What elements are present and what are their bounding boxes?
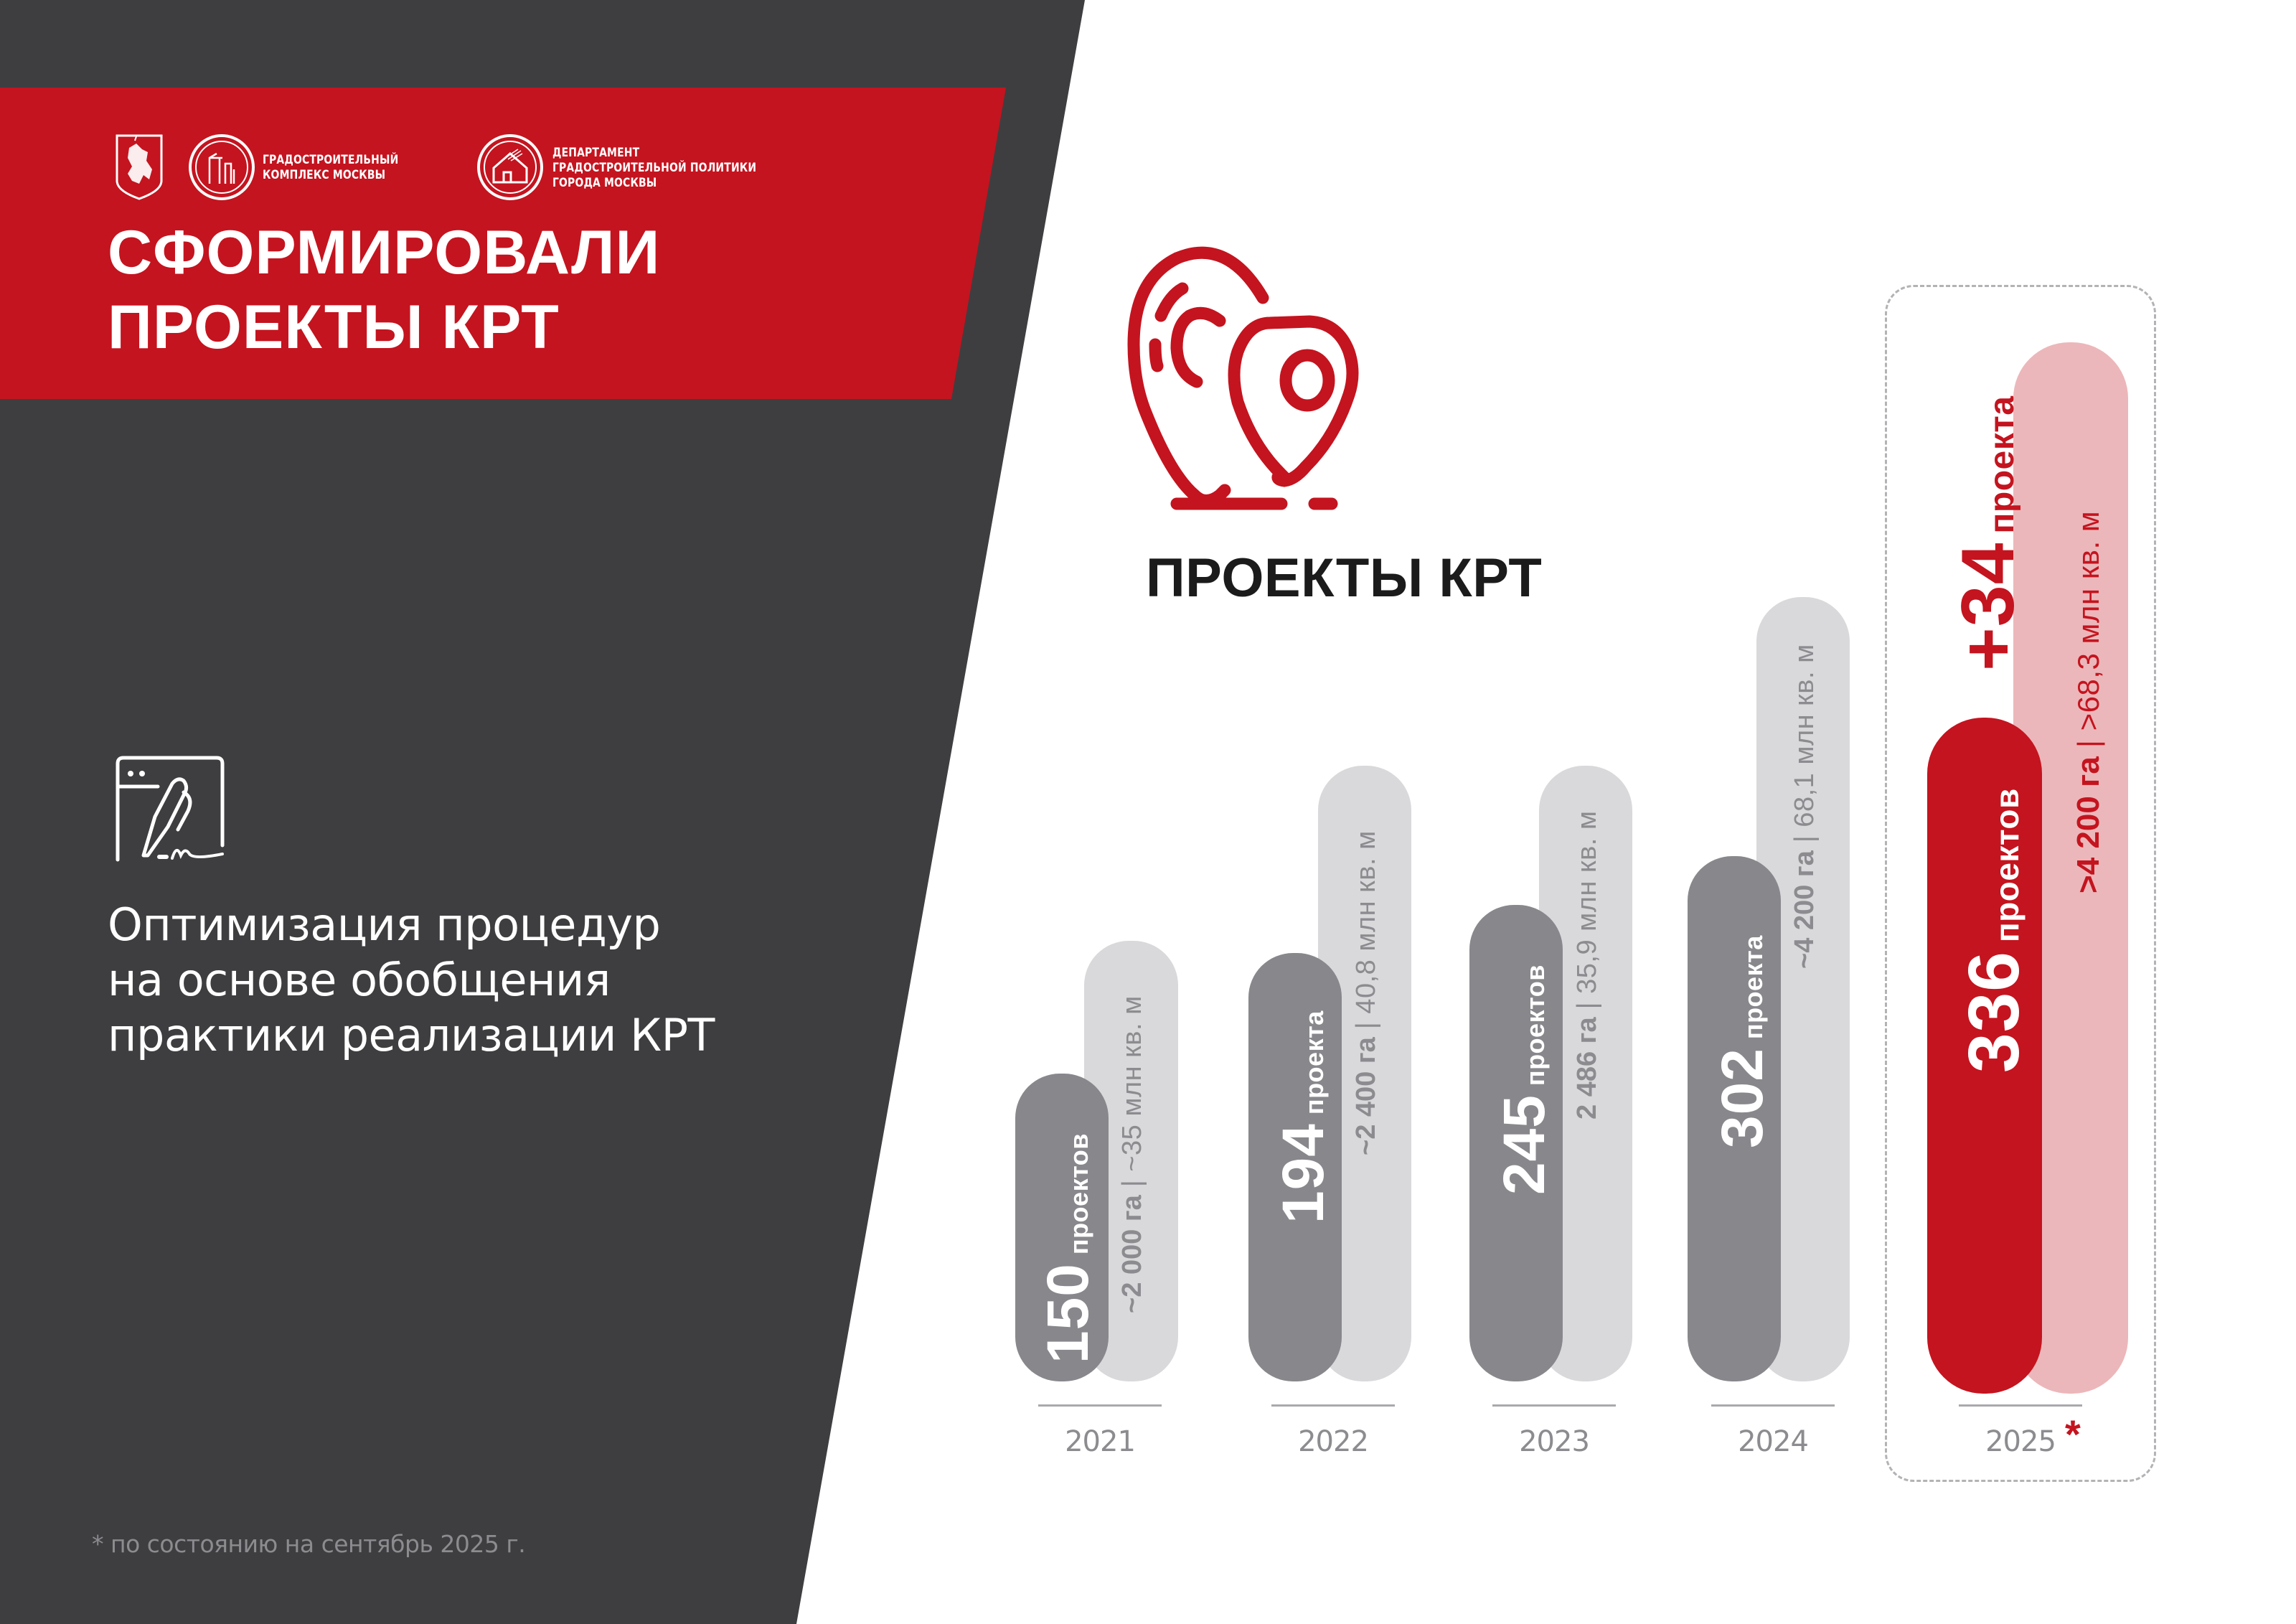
label-projects-2021: 150проектов (1035, 1133, 1101, 1363)
label-area-2021: ~2 000 га | ~35 млн кв. м (1117, 995, 1147, 1313)
moscow-coat-of-arms-icon (116, 134, 163, 200)
bar-projects-2025 (1927, 718, 2042, 1394)
label-projects-2025: 336проектов (1954, 788, 2034, 1073)
page-title: СФОРМИРОВАЛИ ПРОЕКТЫ КРТ (108, 215, 660, 365)
gk-moscow-logo-icon (189, 134, 255, 200)
year-label-2025: 2025 (1985, 1425, 2056, 1458)
red-header-band (0, 88, 1006, 399)
bar-projects-2023 (1469, 905, 1563, 1381)
document-signature-icon (116, 756, 225, 862)
bar-projects-2024 (1688, 856, 1781, 1381)
year-label-2023: 2023 (1519, 1425, 1590, 1458)
dark-side-panel (0, 0, 1085, 1624)
footnote: * по состоянию на сентябрь 2025 г. (92, 1530, 526, 1558)
bar-projects-2021 (1015, 1074, 1109, 1381)
year-underline-2023 (1492, 1404, 1616, 1407)
label-area-2022: ~2 400 га | 40,8 млн кв. м (1351, 830, 1381, 1155)
label-area-2025: >4 200 га | >68,3 млн кв. м (2071, 510, 2106, 893)
label-projects-2023: 245проектов (1492, 964, 1557, 1195)
label-projects-2024: 302проекта (1710, 935, 1775, 1148)
year-label-2022: 2022 (1298, 1425, 1369, 1458)
label-projects-2022: 194проекта (1271, 1010, 1336, 1224)
label-increment-2025: +34проекта (1947, 395, 2030, 671)
department-logo-text: ДЕПАРТАМЕНТ ГРАДОСТРОИТЕЛЬНОЙ ПОЛИТИКИ Г… (552, 146, 757, 190)
highlight-box-2025 (1885, 285, 2156, 1482)
section-heading: ПРОЕКТЫ КРТ (1146, 548, 1543, 609)
description-text: Оптимизация процедур на основе обобщения… (108, 898, 715, 1061)
label-area-2024: ~4 200 га | 68,1 млн кв. м (1789, 644, 1820, 969)
bar-projects-2022 (1248, 953, 1342, 1381)
year-underline-2025 (1959, 1404, 2082, 1407)
gk-moscow-logo-text: ГРАДОСТРОИТЕЛЬНЫЙ КОМПЛЕКС МОСКВЫ (263, 153, 399, 182)
year-underline-2024 (1711, 1404, 1835, 1407)
year-label-2024: 2024 (1738, 1425, 1809, 1458)
year-underline-2022 (1271, 1404, 1395, 1407)
page-title-line-2: ПРОЕКТЫ КРТ (108, 293, 560, 362)
year-underline-2021 (1038, 1404, 1162, 1407)
asterisk-2025: * (2065, 1412, 2081, 1457)
page-title-line-1: СФОРМИРОВАЛИ (108, 218, 661, 287)
label-area-2023: 2 486 га | 35,9 млн кв. м (1572, 810, 1602, 1120)
year-label-2021: 2021 (1065, 1425, 1136, 1458)
location-pins-icon (1127, 246, 1359, 510)
department-logo-icon (477, 134, 543, 200)
